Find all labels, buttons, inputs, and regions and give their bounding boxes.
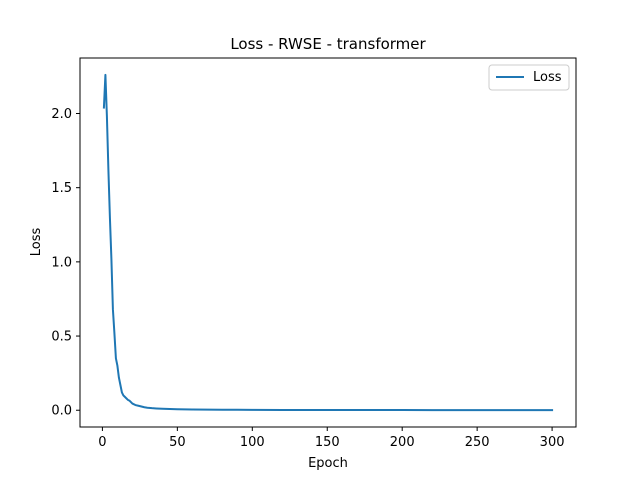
legend-box: [488, 64, 570, 91]
x-tick-label: 100: [240, 435, 265, 450]
x-tick-label: 50: [169, 435, 186, 450]
x-tick-label: 300: [540, 435, 565, 450]
legend-label-loss: Loss: [533, 70, 562, 85]
y-tick-label: 0.5: [51, 330, 72, 345]
x-axis-label: Epoch: [308, 456, 348, 471]
legend: Loss: [488, 64, 570, 91]
x-tick-label: 150: [315, 435, 340, 450]
x-tick-label: 0: [98, 435, 106, 450]
x-tick-label: 200: [390, 435, 415, 450]
y-axis-label: Loss: [29, 228, 44, 257]
y-tick-label: 1.5: [51, 181, 72, 196]
plot-frame: [79, 57, 577, 428]
y-tick-label: 1.0: [51, 255, 72, 270]
x-tick-label: 250: [465, 435, 490, 450]
y-axis-ticks: 0.0 0.5 1.0 1.5 2.0: [51, 107, 80, 419]
series-line-0: [102, 73, 554, 412]
y-tick-label: 2.0: [51, 107, 72, 122]
x-axis-ticks: 0 50 100 150 200 250 300: [98, 427, 565, 450]
chart-title: Loss - RWSE - transformer: [230, 35, 426, 53]
y-tick-label: 0.0: [51, 404, 72, 419]
series-layer: [102, 73, 554, 412]
